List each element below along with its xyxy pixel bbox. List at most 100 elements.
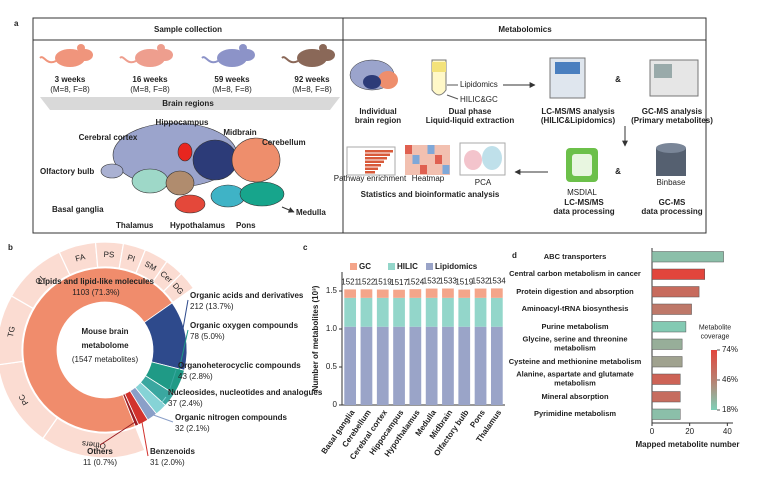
group-size: (M=8, F=8) xyxy=(212,85,252,94)
region-label: Hypothalamus xyxy=(170,221,226,230)
heatmap-cell xyxy=(405,145,412,154)
subclass-label: PS xyxy=(103,250,114,259)
phase-label: HILIC&GC xyxy=(460,95,498,104)
section-title: Metabolomics xyxy=(498,25,552,34)
total-label: 1519 xyxy=(455,278,473,287)
step-label: data processing xyxy=(553,207,614,216)
subclass-label: FA xyxy=(74,252,86,263)
value-label: 212 (13.7%) xyxy=(190,302,234,311)
bar-segment xyxy=(490,288,503,298)
x-tick-label: 20 xyxy=(685,427,694,436)
lcms-screen xyxy=(555,62,580,74)
total-label: 1524 xyxy=(406,277,424,286)
value-label: 32 (2.1%) xyxy=(175,424,210,433)
category-label: Benzenoids xyxy=(150,447,195,456)
bar-segment xyxy=(344,289,357,298)
bar-segment xyxy=(474,326,487,405)
analysis-label: Heatmap xyxy=(412,174,445,183)
y-tick-label: 0.5 xyxy=(326,362,338,371)
y-tick-label: 1.0 xyxy=(326,324,338,333)
mouse-tail xyxy=(281,56,299,64)
step-label: Dual phase xyxy=(449,107,492,116)
brain-icon xyxy=(378,71,398,89)
mouse-ear xyxy=(239,44,247,52)
bar xyxy=(651,356,683,368)
bar-segment xyxy=(376,289,389,298)
subclass-slice xyxy=(0,360,59,440)
category-label: Nucleosides, nucleotides and analogues xyxy=(168,388,323,397)
colorbar xyxy=(711,350,717,410)
tool-label: MSDIAL xyxy=(567,188,597,197)
panel-label: a xyxy=(14,19,19,28)
brain-region xyxy=(131,168,169,194)
bar-segment xyxy=(458,289,471,298)
region-label: Basal ganglia xyxy=(52,205,104,214)
heatmap-cell xyxy=(427,145,435,154)
brain-icon xyxy=(363,75,381,89)
total-label: 1532 xyxy=(472,277,490,286)
region-label: Olfactory bulb xyxy=(40,167,94,176)
mouse-tail xyxy=(39,56,57,64)
value-label: 37 (2.4%) xyxy=(168,399,203,408)
analysis-label: PCA xyxy=(475,178,492,187)
bar xyxy=(651,268,705,280)
bar xyxy=(651,286,700,298)
total-label: 1533 xyxy=(439,277,457,286)
mouse-ear xyxy=(319,44,327,52)
pathway-bar xyxy=(365,160,384,163)
mouse-ear xyxy=(157,44,165,52)
category-label: Others xyxy=(87,447,113,456)
pointer xyxy=(446,94,459,100)
total-label: 1534 xyxy=(488,277,506,286)
msdial-inner xyxy=(572,154,592,176)
step-label: LC-MS/MS analysis xyxy=(541,107,615,116)
x-tick-label: 0 xyxy=(650,427,655,436)
donut-slice xyxy=(22,267,173,433)
bar-segment xyxy=(490,326,503,405)
y-axis-label: Number of metabolites (10³) xyxy=(311,285,320,391)
colorbar-label: 46% xyxy=(722,375,738,384)
region-label: Cerebellum xyxy=(262,138,306,147)
region-label: Medulla xyxy=(296,208,326,217)
y-tick-label: 1.5 xyxy=(326,286,338,295)
bar-segment xyxy=(442,326,454,405)
brain-region xyxy=(239,181,285,207)
x-tick-label: 40 xyxy=(723,427,732,436)
bar-segment xyxy=(425,326,438,405)
center-label: (1547 metabolites) xyxy=(72,355,139,364)
value-label: 1103 (71.3%) xyxy=(72,288,120,297)
tube-phase xyxy=(432,62,446,72)
total-label: 1521 xyxy=(341,278,359,287)
bar-segment xyxy=(458,297,471,327)
bar-segment xyxy=(409,297,422,327)
donut-slice xyxy=(122,393,140,427)
legend-swatch xyxy=(388,263,395,270)
subclass-label: TG xyxy=(6,325,17,338)
total-label: 1519 xyxy=(374,278,392,287)
step-label: GC-MS analysis xyxy=(642,107,703,116)
subclass-label: PI xyxy=(126,253,136,264)
total-label: 1522 xyxy=(358,277,376,286)
brain-region xyxy=(165,170,195,196)
step-label: (HILIC&Lipidomics) xyxy=(541,116,616,125)
category-label: Organic oxygen compounds xyxy=(190,321,299,330)
step-label: Statistics and bioinformatic analysis xyxy=(361,190,500,199)
gcms-panel xyxy=(654,64,672,78)
age-label: 59 weeks xyxy=(214,75,250,84)
category-label: Organoheterocyclic compounds xyxy=(178,361,301,370)
pca-cluster xyxy=(464,150,482,170)
group-size: (M=8, F=8) xyxy=(130,85,170,94)
bar-segment xyxy=(490,297,503,327)
heatmap-cell xyxy=(435,155,442,164)
legend-label: GC xyxy=(359,262,371,271)
analysis-label: Pathway enrichment xyxy=(334,174,407,183)
band-title: Brain regions xyxy=(162,99,214,108)
bar-segment xyxy=(360,289,373,298)
brain-region xyxy=(100,163,124,179)
leader-line xyxy=(166,369,177,398)
leader-line xyxy=(99,421,136,446)
bar-segment xyxy=(393,297,405,327)
bar xyxy=(651,321,687,333)
bar-segment xyxy=(442,288,454,298)
